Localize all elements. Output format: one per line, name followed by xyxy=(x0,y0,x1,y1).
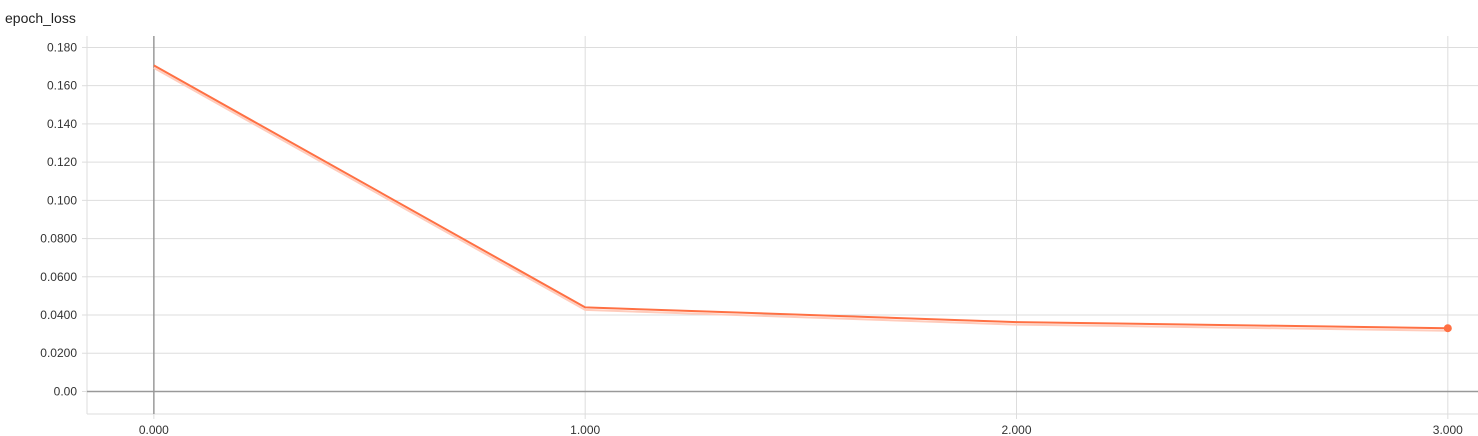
y-tick-label: 0.00 xyxy=(54,384,78,398)
y-tick-label: 0.0400 xyxy=(40,308,77,322)
chart-title: epoch_loss xyxy=(5,10,76,26)
axes xyxy=(86,36,1478,415)
y-tick-label: 0.140 xyxy=(47,117,77,131)
x-tick-label: 3.000 xyxy=(1433,423,1463,436)
y-tick-label: 0.0800 xyxy=(40,232,77,246)
y-tick-label: 0.0200 xyxy=(40,346,77,360)
x-tick-label: 1.000 xyxy=(570,423,600,436)
y-tick-label: 0.160 xyxy=(47,79,77,93)
series-layer[interactable] xyxy=(151,62,1452,333)
x-tick-label: 2.000 xyxy=(1001,423,1031,436)
series-raw-line xyxy=(153,67,1448,332)
x-tick-label: 0.000 xyxy=(139,423,169,436)
y-tick-label: 0.120 xyxy=(47,155,77,169)
y-tick-label: 0.180 xyxy=(47,40,77,54)
last-data-point[interactable] xyxy=(1443,324,1452,333)
tick-labels: 0.00 0.0200 0.0400 0.0600 0.0800 0.100 0.120 0.… xyxy=(40,40,1463,436)
series-line[interactable] xyxy=(153,64,1448,330)
y-tick-label: 0.0600 xyxy=(40,270,77,284)
grid-lines xyxy=(82,36,1478,419)
y-tick-label: 0.100 xyxy=(47,193,77,207)
